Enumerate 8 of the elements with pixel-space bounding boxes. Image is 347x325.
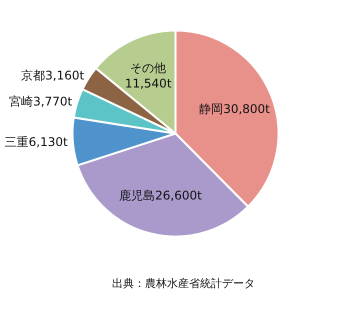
slice-label: その他 — [130, 61, 166, 76]
data-label: 11,540t — [124, 76, 172, 90]
slice-label: 京都3,160t — [21, 68, 84, 83]
slice-label: 鹿児島26,600t — [119, 188, 202, 203]
slice-label: 宮崎3,770t — [9, 94, 72, 109]
source-note: 出典：農林水産省統計データ — [112, 277, 255, 290]
slice-label: 静岡30,800t — [199, 102, 270, 116]
slice-label: 三重6,130t — [4, 135, 68, 150]
